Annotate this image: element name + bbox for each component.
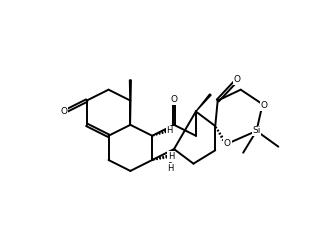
Polygon shape xyxy=(196,94,211,111)
Text: O: O xyxy=(171,95,178,104)
Text: O: O xyxy=(224,139,231,147)
Text: Si: Si xyxy=(252,127,261,135)
Text: H: H xyxy=(166,127,173,135)
Text: H: H xyxy=(168,152,174,161)
Text: H: H xyxy=(167,164,173,173)
Text: O: O xyxy=(260,101,267,110)
Text: O: O xyxy=(234,75,241,84)
Polygon shape xyxy=(130,80,131,125)
Text: O: O xyxy=(60,107,67,116)
